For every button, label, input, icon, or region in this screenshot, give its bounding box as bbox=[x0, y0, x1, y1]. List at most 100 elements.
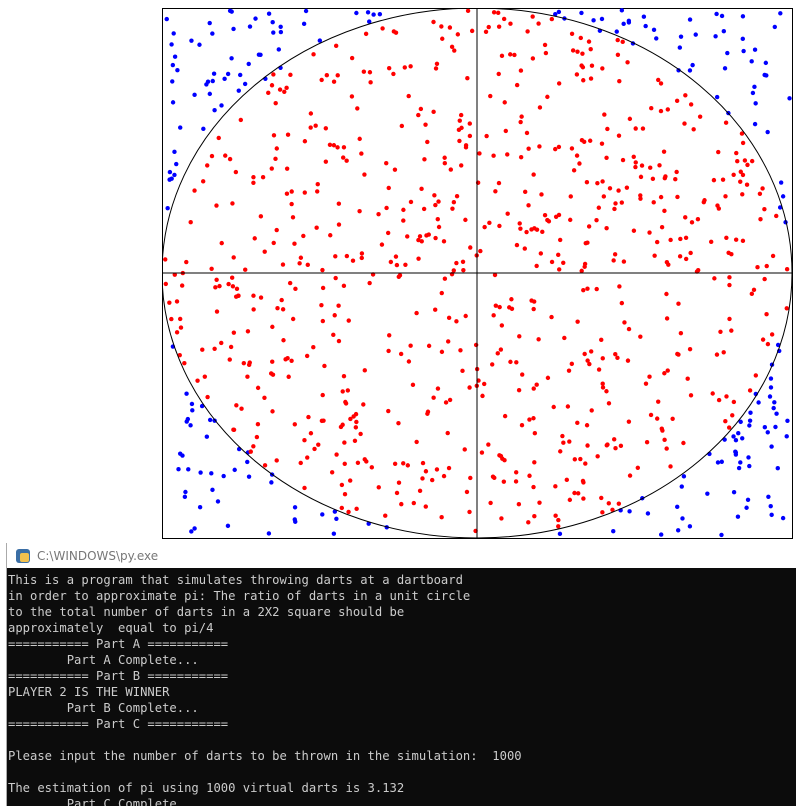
dart bbox=[579, 10, 584, 16]
dart bbox=[553, 484, 558, 489]
dart bbox=[245, 459, 250, 465]
dart bbox=[526, 520, 531, 525]
dart bbox=[473, 342, 479, 348]
dart bbox=[468, 245, 473, 250]
dart bbox=[654, 239, 660, 245]
dart bbox=[716, 149, 721, 155]
dart bbox=[596, 205, 602, 210]
dart bbox=[740, 238, 746, 244]
dart bbox=[663, 174, 668, 179]
dart bbox=[463, 217, 468, 223]
dart bbox=[417, 488, 423, 494]
dart bbox=[702, 198, 707, 203]
dart bbox=[460, 368, 465, 374]
dart bbox=[323, 159, 329, 164]
dart bbox=[238, 72, 243, 78]
dart bbox=[419, 186, 424, 192]
dart bbox=[335, 145, 340, 150]
dart bbox=[446, 315, 452, 321]
dart bbox=[258, 214, 264, 219]
dart bbox=[212, 107, 217, 113]
dart bbox=[618, 443, 624, 449]
dart bbox=[557, 531, 563, 537]
dart bbox=[210, 487, 215, 493]
dart bbox=[251, 307, 256, 312]
dart bbox=[229, 275, 235, 280]
dart bbox=[560, 433, 565, 439]
dart bbox=[524, 229, 529, 235]
dart bbox=[561, 440, 566, 445]
dart bbox=[238, 117, 244, 123]
dart bbox=[336, 222, 342, 227]
dart bbox=[209, 153, 215, 159]
dart bbox=[664, 446, 669, 451]
dart bbox=[500, 456, 505, 461]
dart bbox=[497, 223, 502, 229]
dart bbox=[624, 185, 630, 190]
dart bbox=[189, 401, 195, 407]
dart bbox=[681, 440, 686, 446]
dart bbox=[245, 374, 250, 379]
dart bbox=[379, 242, 385, 247]
dart bbox=[442, 161, 448, 166]
dart bbox=[658, 194, 664, 200]
dart bbox=[716, 397, 722, 403]
dart bbox=[197, 504, 203, 510]
dart bbox=[674, 169, 679, 175]
dart bbox=[765, 341, 771, 347]
dart bbox=[607, 186, 613, 191]
dart bbox=[576, 491, 581, 496]
dart bbox=[202, 374, 208, 379]
dart bbox=[683, 215, 688, 220]
dart bbox=[270, 359, 275, 364]
dart bbox=[568, 194, 573, 199]
dart bbox=[282, 89, 287, 94]
dart bbox=[319, 302, 324, 308]
dart bbox=[687, 17, 693, 22]
dart bbox=[661, 149, 667, 154]
dart bbox=[753, 373, 759, 378]
dart bbox=[611, 529, 616, 534]
dart bbox=[522, 246, 527, 251]
dart bbox=[527, 473, 532, 478]
dart bbox=[749, 59, 754, 64]
dart bbox=[280, 262, 286, 267]
dart bbox=[177, 352, 182, 358]
dart bbox=[638, 196, 643, 201]
dart bbox=[545, 375, 551, 381]
dart bbox=[556, 252, 561, 258]
dart bbox=[556, 9, 562, 15]
dart bbox=[615, 52, 621, 57]
console-line: PLAYER 2 IS THE WINNER bbox=[8, 685, 170, 699]
dart bbox=[323, 126, 329, 131]
dart bbox=[708, 239, 714, 245]
dart bbox=[635, 465, 641, 470]
dart bbox=[255, 422, 261, 427]
dart bbox=[644, 440, 650, 445]
dart bbox=[279, 297, 284, 303]
dart bbox=[753, 101, 758, 106]
dart bbox=[221, 473, 226, 479]
dart bbox=[192, 188, 197, 193]
dart bbox=[423, 469, 429, 474]
dart bbox=[320, 267, 325, 273]
dart bbox=[391, 71, 396, 77]
dart bbox=[551, 404, 556, 410]
dart bbox=[178, 325, 184, 330]
dart bbox=[713, 34, 718, 39]
dart bbox=[241, 360, 247, 366]
dart bbox=[768, 385, 774, 390]
dart bbox=[308, 125, 313, 130]
dart bbox=[460, 259, 466, 264]
dart bbox=[740, 172, 746, 178]
dart bbox=[465, 76, 470, 81]
dart bbox=[188, 219, 193, 225]
dart bbox=[733, 237, 739, 242]
dart bbox=[329, 470, 335, 475]
dart bbox=[420, 460, 426, 466]
dart bbox=[619, 300, 625, 306]
dart bbox=[442, 276, 448, 281]
dart bbox=[447, 25, 453, 30]
dart bbox=[414, 439, 419, 445]
dart bbox=[659, 532, 664, 537]
